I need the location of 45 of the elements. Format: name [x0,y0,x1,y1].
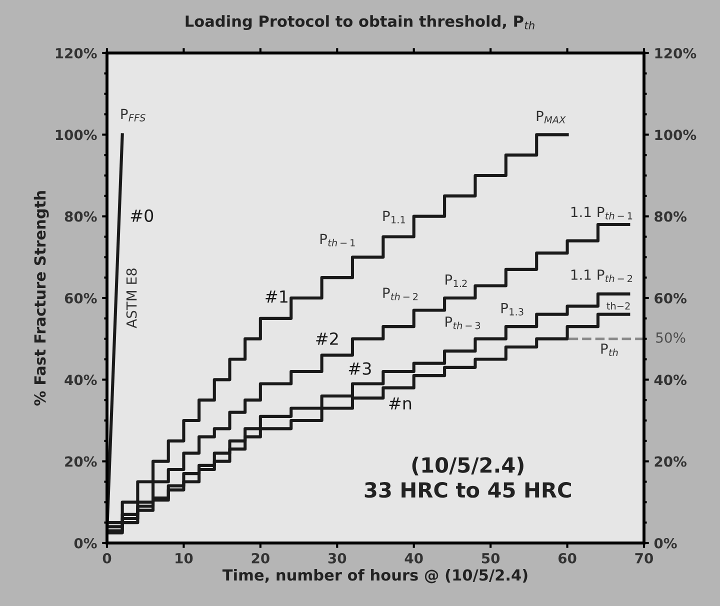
x-tick-label: 30 [328,552,346,564]
annotation: 1.1 P$_{th−1}$ [571,206,632,220]
annotation: P$_{th−3}$ [446,316,480,330]
y2-tick-label: 120% [655,48,696,58]
y2-tick-label: 80% [654,211,687,222]
x-tick-label: 10 [176,552,193,564]
ref-line-label: 50% [656,332,686,343]
y2-tick-label: 60% [654,292,687,304]
annotation: P$_{th}$ [601,344,618,356]
y-tick-label: 60% [64,292,97,304]
series-label: #1 [266,290,288,303]
y2-tick-label: 0% [654,538,677,548]
chart-title: Loading Protocol to obtain threshold, P$_{th}$ [186,15,534,30]
x-axis-title: Time, number of hours @ (10/5/2.4) [222,568,528,584]
x-tick-label: 0 [102,552,112,564]
y2-tick-label: 40% [654,374,687,386]
x-tick-label: 70 [635,552,653,564]
annotation: th−2 [606,302,630,310]
annotation: P$_{th−1}$ [320,234,355,246]
y-tick-label: 40% [64,374,97,386]
annotation: P$_{FFS}$ [121,108,146,122]
y2-tick-label: 100% [655,130,696,140]
y-tick-label: 80% [64,211,97,222]
y-axis-title: % Fast Fracture Strength [34,191,49,406]
y-tick-label: 120% [56,48,97,58]
x-tick-label: 60 [558,552,576,564]
annotation: P$_{1.1}$ [383,210,406,224]
annotation: P$_{1.3}$ [501,302,524,316]
y-tick-label: 20% [65,456,97,467]
annotation: 1.1 P$_{th−2}$ [571,270,632,282]
annotation: ASTM E8 [126,268,137,328]
y2-tick-label: 20% [654,456,687,467]
series-label: #0 [130,209,154,222]
series-label: #n [389,397,412,410]
x-tick-label: 50 [482,552,500,564]
y-tick-label: 100% [56,130,97,140]
annotation: P$_{th−2}$ [383,288,418,300]
series-label: #2 [316,332,338,345]
annotation: P$_{MAX}$ [536,110,566,124]
series-label: #3 [348,362,371,375]
annotation: (10/5/2.4) 33 HRC to 45 HRC [364,456,571,498]
x-tick-label: 20 [252,552,270,564]
x-tick-label: 40 [404,552,423,564]
y-tick-label: 0% [74,538,97,548]
annotation: P$_{1.2}$ [446,274,467,287]
